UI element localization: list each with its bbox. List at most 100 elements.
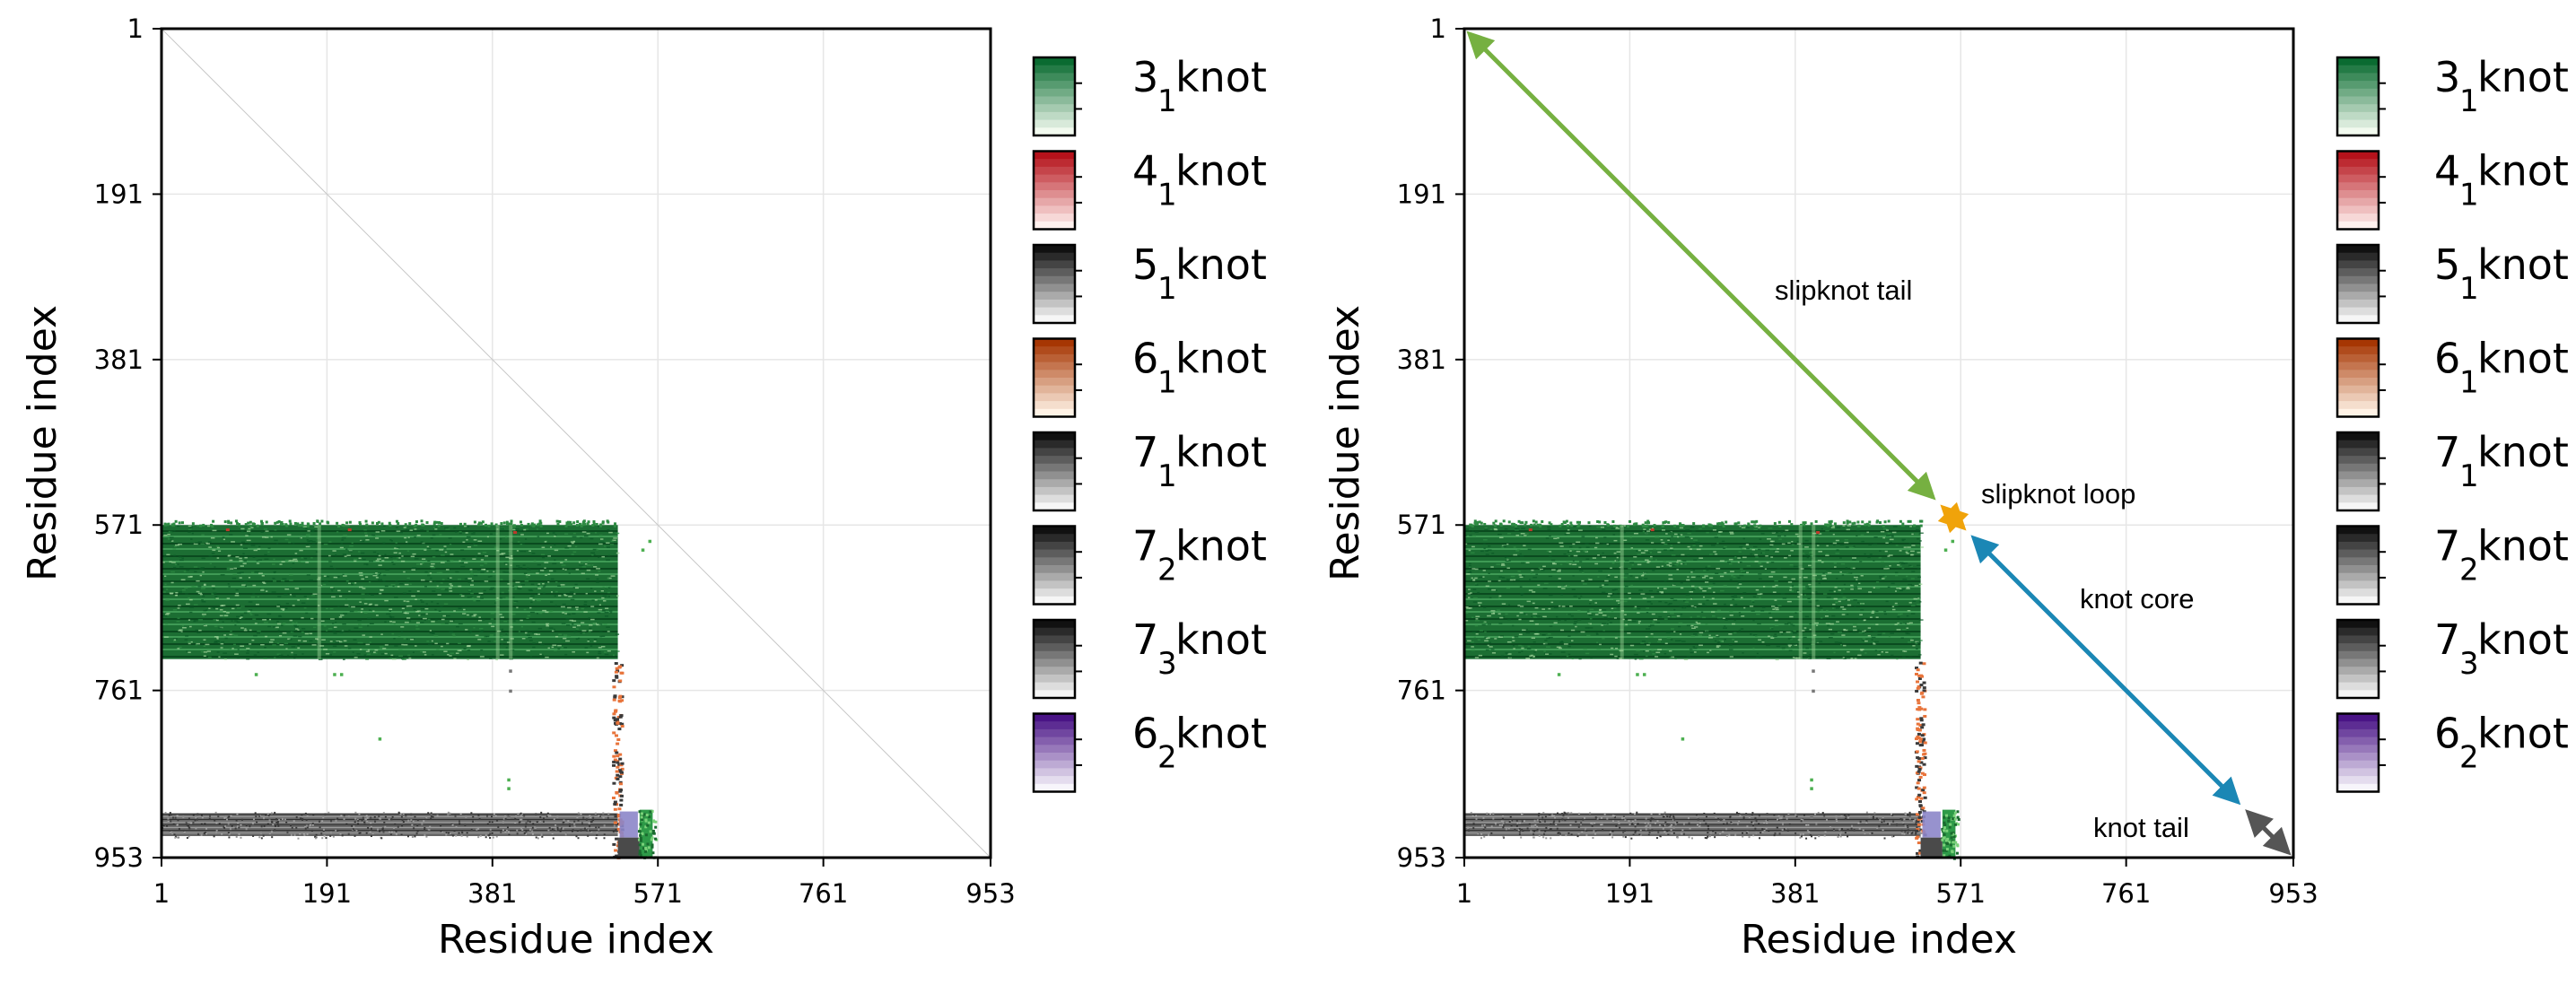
edge-dot (371, 521, 374, 525)
texture-dot (1696, 815, 1698, 818)
texture-dot (178, 543, 183, 545)
texture-dot (1891, 654, 1894, 657)
texture-dot (1852, 631, 1856, 633)
texture-dot (1908, 817, 1911, 820)
texture-dot (361, 578, 364, 580)
texture-dot (539, 816, 542, 819)
texture-dot (237, 572, 241, 574)
edge-dot (288, 519, 292, 523)
texture-dot (544, 562, 549, 563)
texture-dot (302, 640, 307, 642)
texture-dot (320, 832, 323, 835)
texture-dot (351, 583, 354, 586)
edge-dot (235, 521, 239, 525)
texture-dot (249, 614, 253, 615)
texture-dot (250, 545, 256, 546)
texture-dot (208, 541, 212, 543)
texture-dot (1558, 605, 1561, 607)
texture-dot (1723, 823, 1725, 825)
texture-dot (511, 585, 515, 588)
texture-dot (1684, 601, 1690, 603)
texture-dot (1739, 545, 1743, 548)
texture-dot (196, 642, 200, 645)
texture-dot (240, 530, 244, 533)
texture-dot (1678, 622, 1683, 624)
texture-dot (1675, 640, 1680, 642)
texture-dot (572, 613, 576, 615)
colorbar-band (2337, 588, 2379, 597)
texture-dot (1774, 580, 1778, 582)
texture-dot (340, 543, 344, 545)
texture-dot (1661, 565, 1663, 567)
texture-dot (1832, 828, 1835, 831)
texture-dot (462, 541, 466, 544)
texture-dot (1633, 653, 1638, 656)
texture-dot (1901, 832, 1904, 835)
texture-dot (1506, 543, 1509, 545)
texture-dot (1673, 533, 1678, 536)
texture-dot (1719, 818, 1722, 821)
texture-dot (1538, 567, 1541, 570)
texture-dot (412, 820, 415, 823)
texture-dot (244, 585, 247, 588)
sparse-point (254, 673, 258, 676)
texture-dot (1646, 561, 1651, 562)
texture-dot (186, 824, 188, 826)
texture-dot (554, 544, 556, 545)
texture-dot (612, 831, 615, 833)
texture-dot (260, 589, 265, 591)
colorbar-band (2337, 315, 2379, 324)
texture-dot (1955, 851, 1959, 855)
texture-dot (1513, 554, 1518, 556)
texture-dot (1529, 655, 1533, 658)
texture-dot (1793, 630, 1796, 632)
texture-dot (344, 645, 348, 647)
legend-label-sub: 1 (2459, 178, 2479, 214)
strip-dot (613, 800, 617, 804)
edge-dot (1562, 520, 1566, 524)
colorbar-band (2337, 713, 2379, 722)
edge-dot (312, 522, 316, 526)
colorbar-band (2337, 166, 2379, 176)
texture-dot (227, 832, 230, 834)
texture-dot (380, 647, 383, 649)
texture-dot (536, 633, 541, 635)
texture-dot (1594, 602, 1598, 604)
texture-dot (1786, 600, 1792, 603)
strip-dot (620, 725, 624, 728)
colorbar-band (2337, 57, 2379, 66)
edge-dot (1803, 523, 1806, 527)
texture-dot (1789, 587, 1793, 588)
texture-dot (335, 641, 339, 643)
texture-dot (1952, 814, 1956, 817)
texture-dot (1525, 632, 1531, 634)
texture-dot (234, 827, 237, 830)
texture-dot (245, 828, 248, 831)
texture-dot (1567, 645, 1571, 648)
texture-dot (229, 828, 231, 831)
texture-dot (287, 654, 290, 657)
texture-dot (248, 601, 253, 603)
colorbar-band (1034, 541, 1075, 551)
colorbar-band (2337, 393, 2379, 402)
strip-dot (620, 767, 624, 771)
texture-dot (516, 550, 520, 552)
edge-dot (1493, 524, 1497, 527)
texture-dot (1761, 606, 1766, 608)
texture-dot (458, 607, 462, 609)
texture-dot (359, 832, 362, 834)
texture-dot (594, 812, 597, 815)
texture-dot (1628, 619, 1632, 621)
edge-dot (520, 523, 523, 527)
texture-dot (1742, 652, 1744, 654)
texture-dot (1505, 613, 1508, 615)
strip-dot (1917, 811, 1922, 815)
edge-dot (463, 522, 467, 526)
texture-dot (540, 833, 543, 836)
texture-dot (1751, 822, 1754, 824)
legend-label-base: 6 (2434, 335, 2460, 383)
texture-dot (196, 813, 199, 815)
texture-dot (408, 620, 412, 622)
texture-dot (198, 568, 204, 570)
edge-dot (1737, 521, 1741, 525)
